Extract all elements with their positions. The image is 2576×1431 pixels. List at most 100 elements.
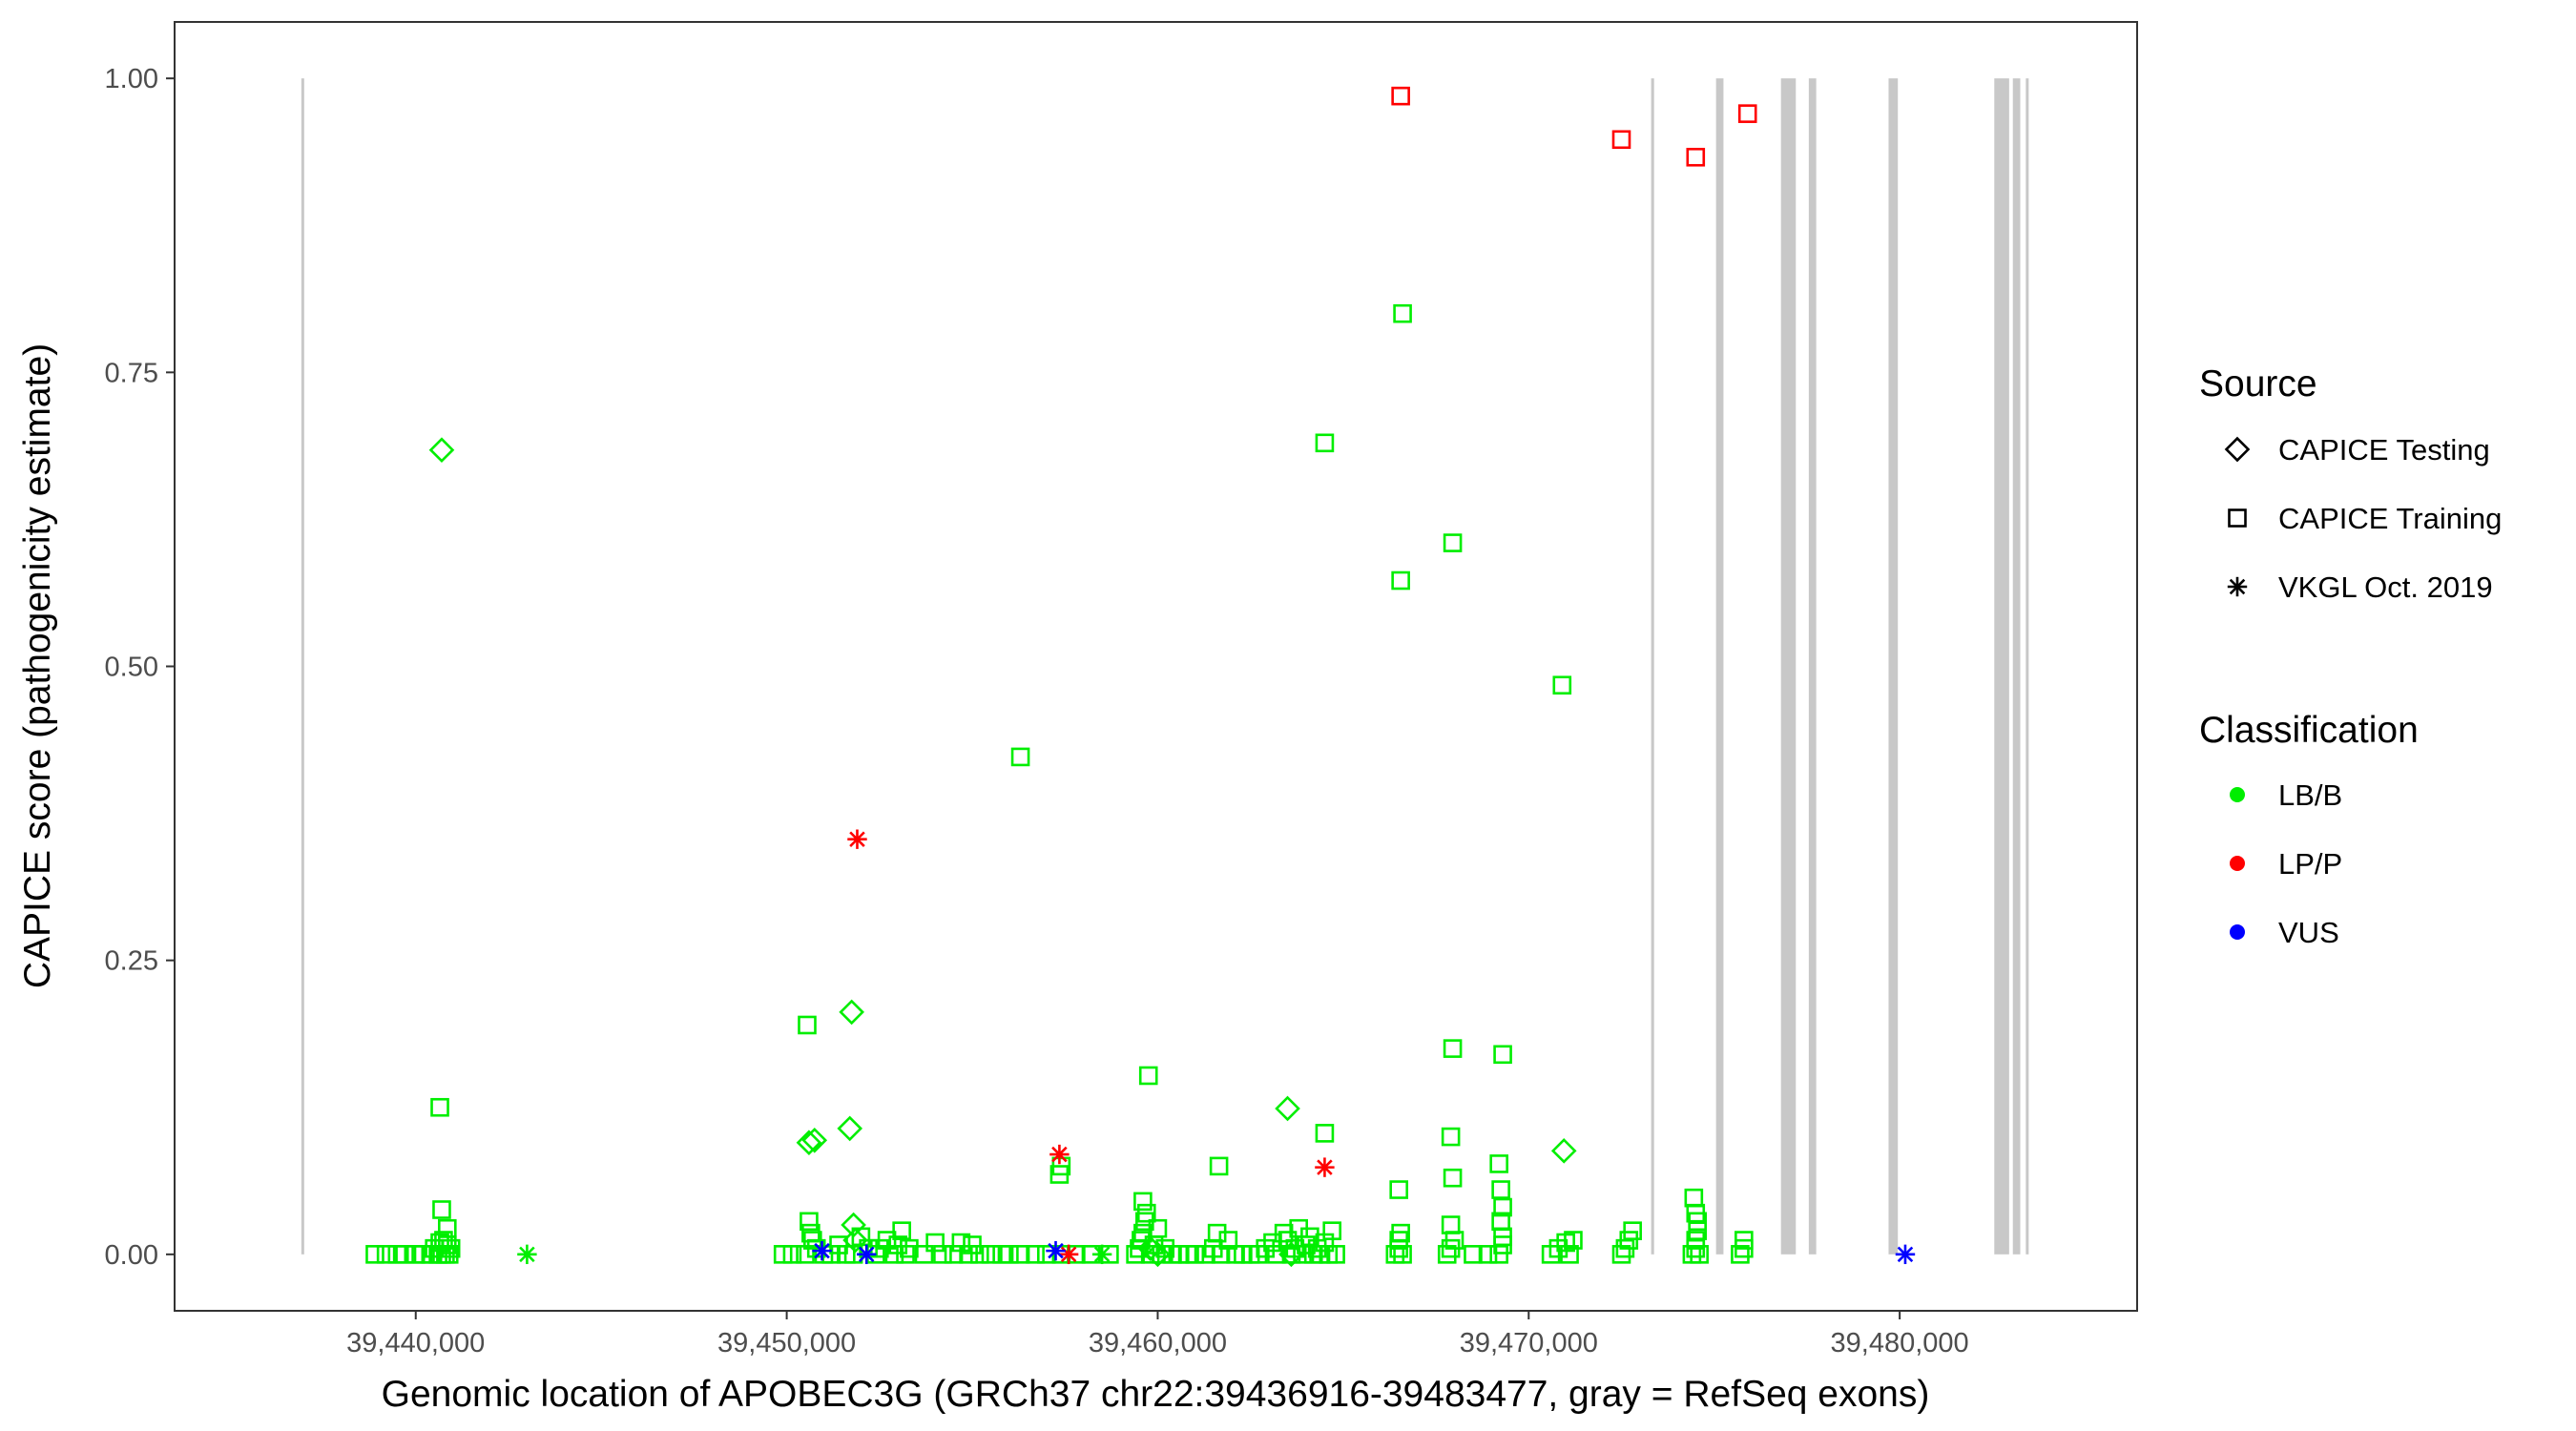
exon-bar bbox=[301, 78, 304, 1255]
x-tick-label: 39,450,000 bbox=[717, 1328, 856, 1358]
data-point bbox=[1010, 747, 1030, 767]
data-point bbox=[1735, 1231, 1754, 1250]
data-point bbox=[1619, 1231, 1639, 1250]
data-point bbox=[1493, 1197, 1512, 1217]
data-point bbox=[1391, 1223, 1410, 1243]
data-point bbox=[438, 1218, 457, 1238]
legend-title-classification: Classification bbox=[2199, 710, 2419, 751]
data-point bbox=[1443, 1168, 1463, 1188]
data-point bbox=[365, 1245, 384, 1264]
data-point bbox=[1684, 1188, 1704, 1208]
data-point bbox=[1185, 1245, 1205, 1264]
data-point bbox=[1623, 1221, 1642, 1240]
data-point bbox=[1441, 1127, 1461, 1147]
data-point bbox=[517, 1244, 537, 1265]
exon-bar bbox=[2025, 78, 2029, 1255]
exons-layer bbox=[301, 78, 2029, 1255]
data-point bbox=[841, 1212, 866, 1238]
legend-key-dot bbox=[2230, 856, 2245, 871]
legend: Source CAPICE Testing CAPICE Training VKGL … bbox=[2199, 363, 2502, 949]
data-point bbox=[1133, 1223, 1153, 1243]
data-point bbox=[856, 1244, 877, 1265]
data-point bbox=[1389, 1180, 1408, 1199]
data-point bbox=[959, 1245, 978, 1264]
data-point bbox=[1091, 1244, 1112, 1265]
data-point bbox=[896, 1245, 915, 1264]
data-point bbox=[1133, 1192, 1153, 1212]
data-point bbox=[1267, 1245, 1286, 1264]
y-tick-label: 1.00 bbox=[105, 64, 158, 94]
data-point bbox=[796, 1130, 822, 1156]
y-tick-label: 0.00 bbox=[105, 1240, 158, 1271]
data-point bbox=[1293, 1245, 1312, 1264]
data-point bbox=[1281, 1245, 1301, 1264]
data-point bbox=[837, 1115, 863, 1142]
data-point bbox=[1148, 1218, 1168, 1238]
data-point bbox=[1000, 1245, 1019, 1264]
data-point bbox=[1895, 1244, 1916, 1265]
data-point bbox=[981, 1245, 1001, 1264]
data-point bbox=[969, 1245, 989, 1264]
data-point bbox=[1564, 1231, 1583, 1250]
data-point bbox=[432, 1200, 451, 1219]
exon-bar bbox=[1651, 78, 1654, 1255]
data-point bbox=[884, 1245, 904, 1264]
data-point bbox=[1138, 1066, 1158, 1086]
y-tick-label: 0.50 bbox=[105, 653, 158, 683]
data-point bbox=[1315, 1157, 1335, 1177]
data-point bbox=[1686, 1231, 1706, 1250]
data-point bbox=[1275, 1095, 1300, 1122]
data-point bbox=[1393, 303, 1412, 323]
legend-key-dot bbox=[2230, 787, 2245, 802]
data-point bbox=[1278, 1241, 1304, 1268]
data-point bbox=[1550, 1138, 1577, 1164]
data-point bbox=[430, 1097, 449, 1117]
data-point bbox=[1209, 1156, 1229, 1176]
data-point bbox=[798, 1015, 817, 1035]
legend-key-square bbox=[2228, 508, 2247, 528]
data-point bbox=[1478, 1245, 1498, 1264]
exon-bar bbox=[1715, 78, 1724, 1255]
data-point bbox=[1611, 130, 1631, 150]
legend-label: CAPICE Training bbox=[2278, 502, 2502, 535]
data-point bbox=[395, 1245, 414, 1264]
exon-bar bbox=[1888, 78, 1899, 1255]
x-tick-label: 39,460,000 bbox=[1089, 1328, 1227, 1358]
data-point bbox=[892, 1221, 911, 1240]
data-point bbox=[1391, 86, 1410, 106]
data-point bbox=[1493, 1045, 1512, 1065]
data-point bbox=[1049, 1144, 1070, 1165]
data-point bbox=[1443, 533, 1463, 552]
data-point bbox=[1737, 104, 1757, 123]
data-point bbox=[1491, 1180, 1510, 1199]
data-point bbox=[1489, 1245, 1508, 1264]
data-point bbox=[800, 1212, 819, 1232]
data-point bbox=[1489, 1154, 1508, 1173]
legend-key-asterisk bbox=[2227, 576, 2248, 597]
data-point bbox=[1326, 1245, 1345, 1264]
data-point bbox=[1315, 1124, 1335, 1143]
data-point bbox=[428, 437, 455, 464]
y-tick-label: 0.25 bbox=[105, 946, 158, 977]
legend-key-dot bbox=[2230, 924, 2245, 940]
legend-label: VKGL Oct. 2019 bbox=[2278, 570, 2493, 604]
legend-key-diamond bbox=[2224, 436, 2251, 463]
data-point bbox=[1491, 1212, 1510, 1232]
data-point bbox=[1393, 1245, 1412, 1264]
data-point bbox=[839, 999, 864, 1026]
data-point bbox=[1686, 147, 1706, 167]
data-point bbox=[900, 1238, 919, 1258]
data-point bbox=[1136, 1203, 1156, 1223]
data-point bbox=[1443, 1039, 1463, 1058]
exon-bar bbox=[1994, 78, 2009, 1255]
data-point bbox=[847, 829, 867, 849]
data-point bbox=[812, 1240, 832, 1261]
exon-bar bbox=[2012, 78, 2021, 1255]
data-point bbox=[441, 1238, 461, 1258]
data-point bbox=[1441, 1215, 1461, 1234]
data-point bbox=[1464, 1245, 1483, 1264]
data-point bbox=[782, 1245, 802, 1264]
data-point bbox=[801, 1127, 828, 1153]
